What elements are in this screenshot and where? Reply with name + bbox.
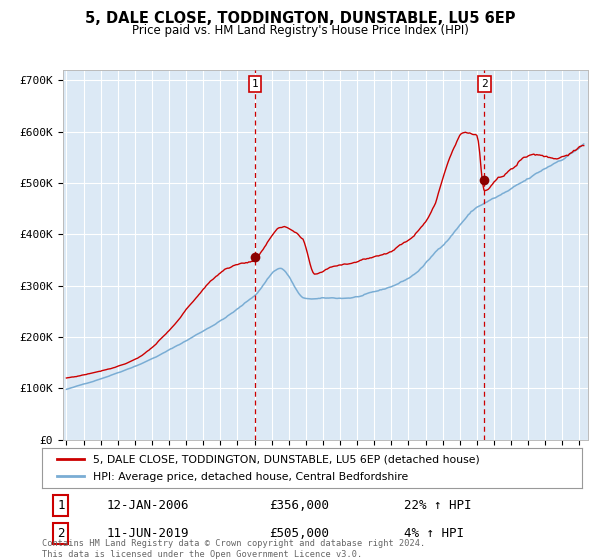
- Text: Contains HM Land Registry data © Crown copyright and database right 2024.
This d: Contains HM Land Registry data © Crown c…: [42, 539, 425, 559]
- Text: 12-JAN-2006: 12-JAN-2006: [107, 499, 190, 512]
- Text: 2: 2: [481, 79, 488, 89]
- Text: 5, DALE CLOSE, TODDINGTON, DUNSTABLE, LU5 6EP: 5, DALE CLOSE, TODDINGTON, DUNSTABLE, LU…: [85, 11, 515, 26]
- Text: 22% ↑ HPI: 22% ↑ HPI: [404, 499, 472, 512]
- Text: £356,000: £356,000: [269, 499, 329, 512]
- Text: 2: 2: [57, 527, 65, 540]
- Text: 4% ↑ HPI: 4% ↑ HPI: [404, 527, 464, 540]
- Text: 1: 1: [252, 79, 259, 89]
- Text: Price paid vs. HM Land Registry's House Price Index (HPI): Price paid vs. HM Land Registry's House …: [131, 24, 469, 36]
- Text: 11-JUN-2019: 11-JUN-2019: [107, 527, 190, 540]
- Legend: 5, DALE CLOSE, TODDINGTON, DUNSTABLE, LU5 6EP (detached house), HPI: Average pri: 5, DALE CLOSE, TODDINGTON, DUNSTABLE, LU…: [53, 450, 484, 486]
- Text: £505,000: £505,000: [269, 527, 329, 540]
- Text: 1: 1: [57, 499, 65, 512]
